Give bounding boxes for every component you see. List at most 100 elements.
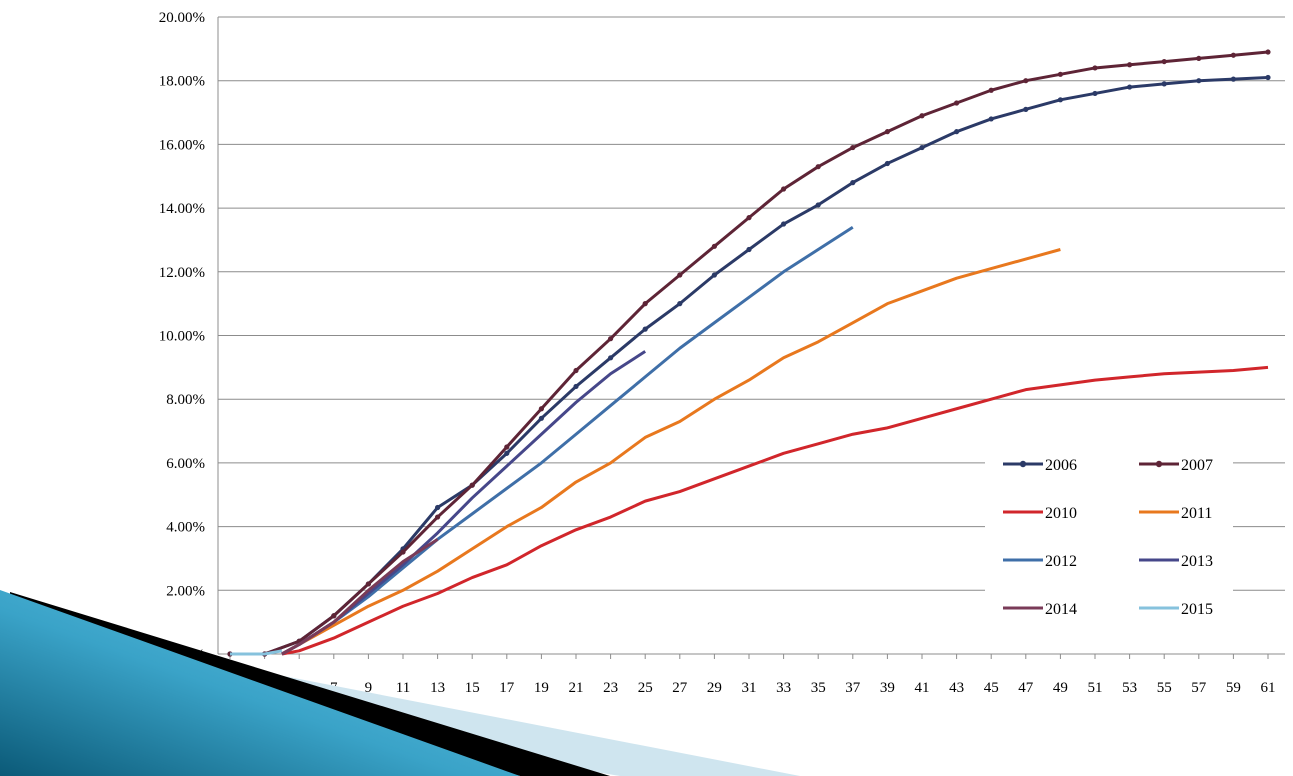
series-line-2012 xyxy=(281,225,854,656)
x-tick-label: 51 xyxy=(1088,680,1103,696)
data-point xyxy=(711,272,718,278)
x-tick-label: 49 xyxy=(1053,680,1068,696)
legend-item-2013: 2013 xyxy=(1139,553,1213,570)
data-point xyxy=(711,243,718,249)
series-2011 xyxy=(281,248,1061,656)
arrow-dark-band xyxy=(10,592,610,776)
x-tick-label: 55 xyxy=(1157,680,1172,696)
data-point xyxy=(1127,84,1133,90)
data-point xyxy=(538,406,545,412)
x-tick-label: 43 xyxy=(949,680,964,696)
data-point xyxy=(538,415,545,421)
x-tick-label: 27 xyxy=(672,680,688,696)
data-point xyxy=(884,160,891,167)
series-2013 xyxy=(281,350,647,656)
y-tick-label: 10.00% xyxy=(159,329,205,345)
legend-label: 2012 xyxy=(1045,553,1077,570)
data-point xyxy=(954,129,960,135)
data-point xyxy=(1057,71,1063,77)
data-point xyxy=(850,180,856,186)
data-point xyxy=(1196,78,1202,84)
x-tick-label: 39 xyxy=(880,680,895,696)
data-point xyxy=(504,444,510,450)
series-line-2013 xyxy=(281,350,647,656)
x-tick-label: 61 xyxy=(1261,680,1276,696)
series-line-2014 xyxy=(281,538,439,656)
data-point xyxy=(435,504,441,511)
data-point xyxy=(677,272,683,278)
legend-label: 2014 xyxy=(1045,601,1077,618)
data-point xyxy=(1265,49,1271,55)
series-2012 xyxy=(281,225,854,656)
legend-item-2014: 2014 xyxy=(1003,601,1077,618)
data-point xyxy=(815,202,821,208)
x-tick-label: 33 xyxy=(776,680,791,696)
data-point xyxy=(608,336,614,342)
x-tick-label: 59 xyxy=(1226,680,1241,696)
x-tick-label: 31 xyxy=(742,680,757,696)
x-tick-label: 17 xyxy=(499,680,515,696)
series-line-2015 xyxy=(230,649,283,656)
x-tick-label: 45 xyxy=(984,680,999,696)
legend-label: 2013 xyxy=(1181,553,1213,570)
data-point xyxy=(400,549,406,555)
y-tick-label: 18.00% xyxy=(159,74,205,90)
series-line-2011 xyxy=(281,248,1061,656)
data-point xyxy=(1161,81,1167,87)
data-point xyxy=(1127,62,1133,68)
legend-marker xyxy=(1019,460,1027,468)
x-axis-tick-labels: 1357911131517192123252729313335373941434… xyxy=(226,654,1276,696)
y-tick-label: 6.00% xyxy=(166,456,205,472)
data-point xyxy=(469,482,475,488)
series-2014 xyxy=(281,538,439,656)
data-point xyxy=(1023,78,1029,84)
x-tick-label: 15 xyxy=(465,680,480,696)
x-tick-label: 57 xyxy=(1191,680,1207,696)
legend-label: 2010 xyxy=(1045,505,1077,522)
legend-item-2011: 2011 xyxy=(1139,505,1212,522)
y-axis-tick-labels: 0.00%2.00%4.00%6.00%8.00%10.00%12.00%14.… xyxy=(159,10,205,663)
legend-item-2015: 2015 xyxy=(1139,601,1213,618)
legend-item-2010: 2010 xyxy=(1003,505,1077,522)
legend-item-2007: 2007 xyxy=(1139,457,1213,474)
data-point xyxy=(642,301,648,307)
x-tick-label: 37 xyxy=(845,680,861,696)
data-point xyxy=(1230,52,1236,58)
series-line-2010 xyxy=(281,365,1269,656)
x-tick-label: 25 xyxy=(638,680,653,696)
data-point xyxy=(642,326,648,332)
slide-arrow-decoration xyxy=(0,590,800,776)
axes xyxy=(217,17,1285,655)
data-point xyxy=(1057,97,1063,103)
x-tick-label: 23 xyxy=(603,680,618,696)
legend-label: 2006 xyxy=(1045,457,1077,474)
data-point xyxy=(781,186,787,192)
data-point xyxy=(1265,74,1271,81)
y-tick-label: 14.00% xyxy=(159,201,205,217)
data-point xyxy=(746,215,752,221)
y-tick-label: 8.00% xyxy=(166,392,205,408)
data-point xyxy=(988,116,994,122)
data-point xyxy=(677,301,683,307)
y-tick-label: 20.00% xyxy=(159,10,205,26)
x-tick-label: 21 xyxy=(569,680,584,696)
data-point xyxy=(1092,90,1098,97)
y-tick-label: 12.00% xyxy=(159,265,205,281)
x-tick-label: 29 xyxy=(707,680,722,696)
data-point xyxy=(988,87,994,93)
data-point xyxy=(608,355,614,361)
data-point xyxy=(1092,65,1098,71)
y-tick-label: 16.00% xyxy=(159,137,205,153)
legend-label: 2007 xyxy=(1181,457,1213,474)
data-point xyxy=(504,450,510,456)
arrow-light-band xyxy=(160,652,800,776)
legend-item-2006: 2006 xyxy=(1003,457,1077,474)
data-point xyxy=(1023,106,1029,112)
data-point xyxy=(365,581,371,587)
series-lines xyxy=(227,49,1271,657)
x-tick-label: 41 xyxy=(915,680,930,696)
data-point xyxy=(746,246,752,253)
arrow-blue-wedge xyxy=(0,590,520,776)
data-point xyxy=(331,613,337,619)
